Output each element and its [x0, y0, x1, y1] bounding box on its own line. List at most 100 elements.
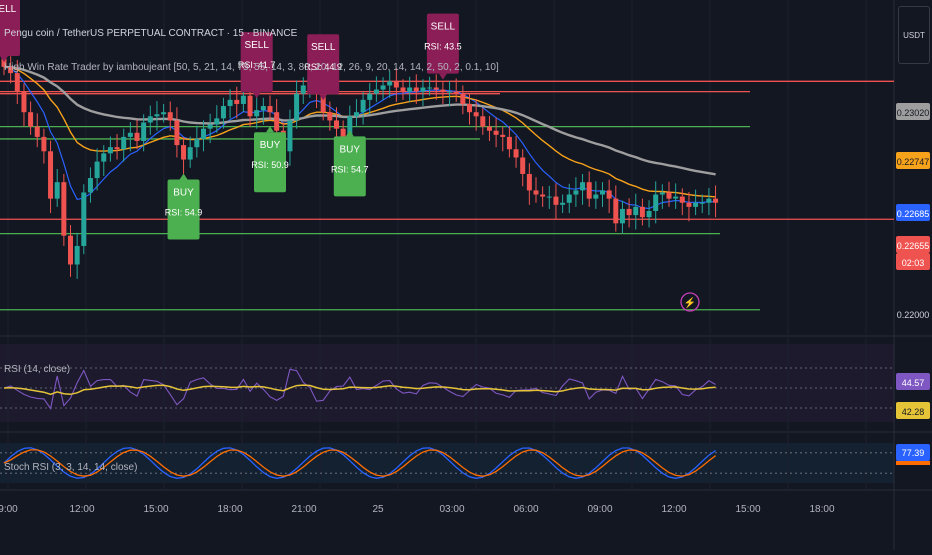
price-axis[interactable]: 0.23020 0.22747 0.22685 0.22655 02:03 0.22000… [896, 103, 930, 465]
signal-box[interactable] [254, 132, 286, 193]
candle[interactable] [48, 151, 54, 199]
stoch-value-box[interactable] [896, 444, 930, 461]
candle[interactable] [154, 114, 160, 117]
candle[interactable] [380, 85, 386, 90]
candle[interactable] [54, 182, 60, 199]
candle[interactable] [161, 112, 167, 115]
candle[interactable] [546, 196, 552, 198]
candle[interactable] [294, 93, 300, 121]
stoch-d-line[interactable] [3, 449, 716, 477]
candle[interactable] [347, 116, 353, 137]
candle[interactable] [201, 128, 206, 139]
price-label-box[interactable] [896, 253, 930, 270]
rsi-ma-line[interactable] [3, 384, 716, 396]
candle[interactable] [580, 182, 586, 191]
candle[interactable] [440, 89, 446, 92]
candle[interactable] [300, 85, 306, 94]
price-label[interactable]: 0.23020 [897, 108, 930, 118]
candle[interactable] [633, 206, 639, 216]
candle[interactable] [427, 87, 433, 89]
candle[interactable] [493, 130, 499, 135]
candle[interactable] [220, 106, 226, 119]
sell-signal[interactable]: SELL RSI: 43.5 [424, 13, 462, 80]
buy-signal[interactable]: BUY RSI: 54.9 [165, 173, 203, 240]
candle[interactable] [699, 202, 705, 204]
candle[interactable] [626, 208, 632, 216]
candle[interactable] [61, 182, 67, 236]
price-label[interactable]: 0.22685 [897, 209, 930, 219]
candle[interactable] [41, 136, 47, 152]
candle[interactable] [74, 245, 80, 265]
candle[interactable] [21, 91, 27, 113]
candle[interactable] [679, 196, 685, 203]
candle[interactable] [639, 206, 645, 218]
price-label[interactable]: 02:03 [902, 258, 925, 268]
candle[interactable] [214, 118, 220, 125]
price-label[interactable]: 0.22000 [897, 310, 930, 320]
indicator-settings[interactable]: High Win Rate Trader by iamboujeant [50,… [4, 62, 499, 73]
price-label[interactable]: 0.22747 [897, 157, 930, 167]
signal-box[interactable] [426, 13, 459, 74]
candle[interactable] [28, 112, 34, 127]
sell-signal[interactable]: SELL RSI: 44.9 [304, 34, 342, 101]
candle[interactable] [240, 95, 246, 104]
candle[interactable] [267, 106, 273, 113]
candle[interactable] [101, 153, 107, 162]
stoch-title[interactable]: Stoch RSI (3, 3, 14, 14, close) [4, 462, 137, 473]
rsi-value-label[interactable]: 44.57 [902, 378, 925, 388]
candle[interactable] [367, 93, 373, 100]
candle[interactable] [94, 161, 100, 179]
candle[interactable] [619, 208, 625, 224]
candle[interactable] [520, 157, 526, 174]
price-label-box[interactable] [896, 236, 930, 253]
signal-box[interactable] [307, 34, 340, 95]
candle[interactable] [467, 103, 472, 113]
candle[interactable] [287, 120, 293, 152]
currency-button[interactable]: USDT [898, 6, 930, 64]
lightning-icon[interactable]: ⚡ [684, 296, 696, 309]
candle[interactable] [593, 194, 599, 199]
sell-signal[interactable]: SELL [0, 0, 20, 62]
price-label[interactable]: 0.22655 [897, 241, 930, 251]
rsi-value-box[interactable] [896, 373, 930, 390]
price-label-box[interactable] [896, 204, 930, 221]
candle[interactable] [8, 66, 14, 74]
candle[interactable] [653, 194, 659, 211]
candle[interactable] [107, 147, 113, 154]
candle[interactable] [686, 202, 692, 207]
candle[interactable] [606, 190, 612, 199]
candle[interactable] [540, 194, 546, 197]
symbol-title[interactable]: Pengu coin / TetherUS PERPETUAL CONTRACT… [4, 28, 298, 39]
candle[interactable] [666, 192, 672, 199]
candle[interactable] [713, 198, 719, 203]
candle[interactable] [141, 122, 147, 142]
candle[interactable] [387, 81, 393, 86]
candle[interactable] [433, 87, 439, 90]
candle[interactable] [127, 132, 133, 137]
candle[interactable] [334, 120, 339, 129]
candle[interactable] [134, 132, 140, 142]
stoch-rsi-pane[interactable]: Stoch RSI (3, 3, 14, 14, close) [0, 447, 894, 479]
signal-box[interactable] [167, 179, 200, 240]
signal-box[interactable] [333, 136, 366, 197]
candle[interactable] [114, 147, 120, 150]
candle[interactable] [353, 112, 359, 117]
candle[interactable] [486, 126, 492, 131]
candle[interactable] [121, 136, 127, 150]
price-label-box[interactable] [896, 103, 930, 120]
candle[interactable] [460, 93, 466, 104]
candle[interactable] [187, 147, 193, 160]
candle[interactable] [420, 87, 426, 92]
candle[interactable] [247, 95, 253, 117]
candle[interactable] [613, 198, 619, 224]
candle[interactable] [706, 198, 712, 203]
candle[interactable] [68, 235, 73, 265]
signal-labels[interactable]: SELL RSI: 41.7 SELL RSI: 44.9 SELL RSI: 43.5 B… [0, 0, 700, 312]
candle[interactable] [393, 81, 399, 88]
signal-box[interactable] [240, 32, 273, 93]
candle[interactable] [480, 116, 486, 127]
candle[interactable] [400, 87, 406, 92]
candle[interactable] [340, 128, 346, 137]
